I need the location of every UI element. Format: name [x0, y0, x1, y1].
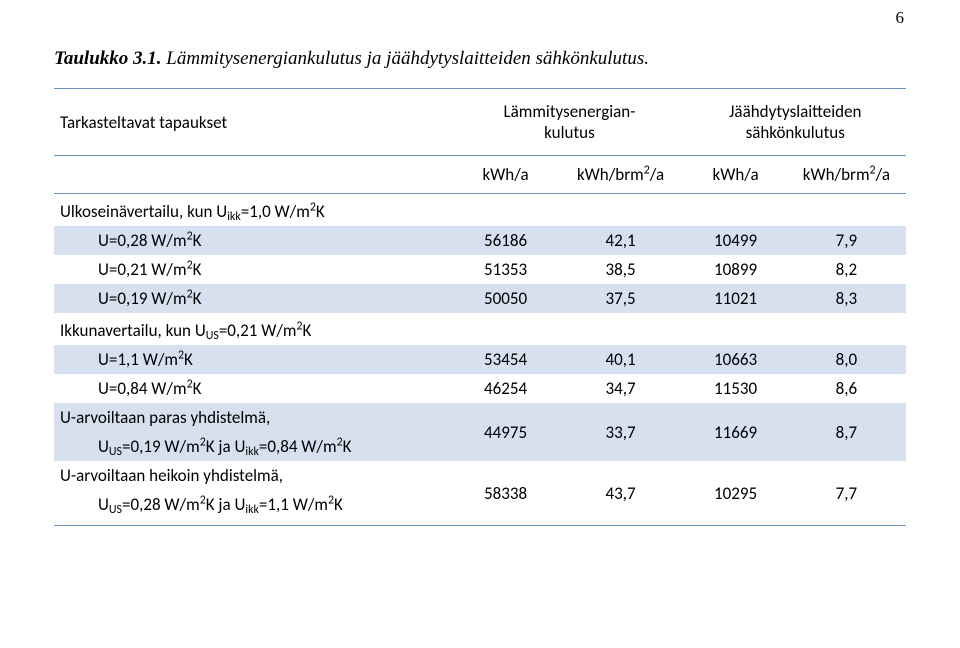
table-row: U=0,28 W/m2K5618642,1104997,9 [54, 226, 906, 255]
row-label: U-arvoiltaan paras yhdistelmä, [54, 403, 454, 432]
cell-value: 51353 [454, 255, 556, 284]
cell-value: 8,0 [787, 345, 906, 374]
table-row: U-arvoiltaan heikoin yhdistelmä,5833843,… [54, 461, 906, 490]
table-row: U=0,21 W/m2K5135338,5108998,2 [54, 255, 906, 284]
cell-value: 11021 [684, 284, 786, 313]
cell-value: 38,5 [557, 255, 685, 284]
hdr-heating: Lämmitysenergian-kulutus [454, 89, 684, 156]
hdr-unit-4: kWh/brm2/a [787, 156, 906, 194]
cell-value: 37,5 [557, 284, 685, 313]
row-label: U=0,84 W/m2K [54, 374, 454, 403]
header-row-2: kWh/a kWh/brm2/a kWh/a kWh/brm2/a [54, 156, 906, 194]
table-row: U=0,84 W/m2K4625434,7115308,6 [54, 374, 906, 403]
row-label: UUS=0,28 W/m2K ja Uikk=1,1 W/m2K [54, 490, 454, 526]
cell-value: 34,7 [557, 374, 685, 403]
row-label: Ikkunavertailu, kun UUS=0,21 W/m2K [54, 313, 454, 345]
cell-value: 8,2 [787, 255, 906, 284]
cell-value: 40,1 [557, 345, 685, 374]
cell-value: 10295 [684, 461, 786, 526]
cell-value: 50050 [454, 284, 556, 313]
hdr-unit-1: kWh/a [454, 156, 556, 194]
page: 6 Taulukko 3.1. Lämmitysenergiankulutus … [0, 0, 960, 648]
cell-value: 8,6 [787, 374, 906, 403]
cell-value: 7,9 [787, 226, 906, 255]
page-number: 6 [896, 8, 905, 28]
cell-value [557, 194, 685, 227]
table-row: U=0,19 W/m2K5005037,5110218,3 [54, 284, 906, 313]
hdr-unit-2: kWh/brm2/a [557, 156, 685, 194]
cell-value [787, 194, 906, 227]
cell-value: 33,7 [557, 403, 685, 461]
row-label: U=0,19 W/m2K [54, 284, 454, 313]
hdr-blank [54, 156, 454, 194]
row-label: U=0,21 W/m2K [54, 255, 454, 284]
cell-value: 56186 [454, 226, 556, 255]
cell-value [684, 194, 786, 227]
cell-value: 7,7 [787, 461, 906, 526]
cell-value: 11530 [684, 374, 786, 403]
cell-value: 44975 [454, 403, 556, 461]
cell-value [787, 313, 906, 345]
row-label: UUS=0,19 W/m2K ja Uikk=0,84 W/m2K [54, 432, 454, 461]
cell-value [454, 194, 556, 227]
cell-value: 58338 [454, 461, 556, 526]
row-label: U-arvoiltaan heikoin yhdistelmä, [54, 461, 454, 490]
cell-value: 10663 [684, 345, 786, 374]
cell-value: 43,7 [557, 461, 685, 526]
table-row: U-arvoiltaan paras yhdistelmä,4497533,71… [54, 403, 906, 432]
table-row: U=1,1 W/m2K5345440,1106638,0 [54, 345, 906, 374]
data-table: Tarkasteltavat tapaukset Lämmitysenergia… [54, 88, 906, 526]
cell-value: 42,1 [557, 226, 685, 255]
cell-value [557, 313, 685, 345]
cell-value [684, 313, 786, 345]
cell-value: 11669 [684, 403, 786, 461]
caption-text: Lämmitysenergiankulutus ja jäähdytyslait… [166, 48, 649, 69]
cell-value: 10499 [684, 226, 786, 255]
cell-value: 8,7 [787, 403, 906, 461]
cell-value [454, 313, 556, 345]
hdr-cases: Tarkasteltavat tapaukset [54, 89, 454, 156]
cell-value: 53454 [454, 345, 556, 374]
row-label: Ulkoseinävertailu, kun Uikk=1,0 W/m2K [54, 194, 454, 227]
hdr-cooling: Jäähdytyslaitteidensähkönkulutus [684, 89, 906, 156]
hdr-unit-3: kWh/a [684, 156, 786, 194]
row-label: U=1,1 W/m2K [54, 345, 454, 374]
cell-value: 8,3 [787, 284, 906, 313]
cell-value: 10899 [684, 255, 786, 284]
header-row-1: Tarkasteltavat tapaukset Lämmitysenergia… [54, 89, 906, 156]
caption-label: Taulukko 3.1. [54, 48, 162, 69]
table-row: Ulkoseinävertailu, kun Uikk=1,0 W/m2K [54, 194, 906, 227]
table-body: Ulkoseinävertailu, kun Uikk=1,0 W/m2KU=0… [54, 194, 906, 526]
table-row: Ikkunavertailu, kun UUS=0,21 W/m2K [54, 313, 906, 345]
table-caption: Taulukko 3.1. Lämmitysenergiankulutus ja… [54, 48, 906, 70]
row-label: U=0,28 W/m2K [54, 226, 454, 255]
cell-value: 46254 [454, 374, 556, 403]
